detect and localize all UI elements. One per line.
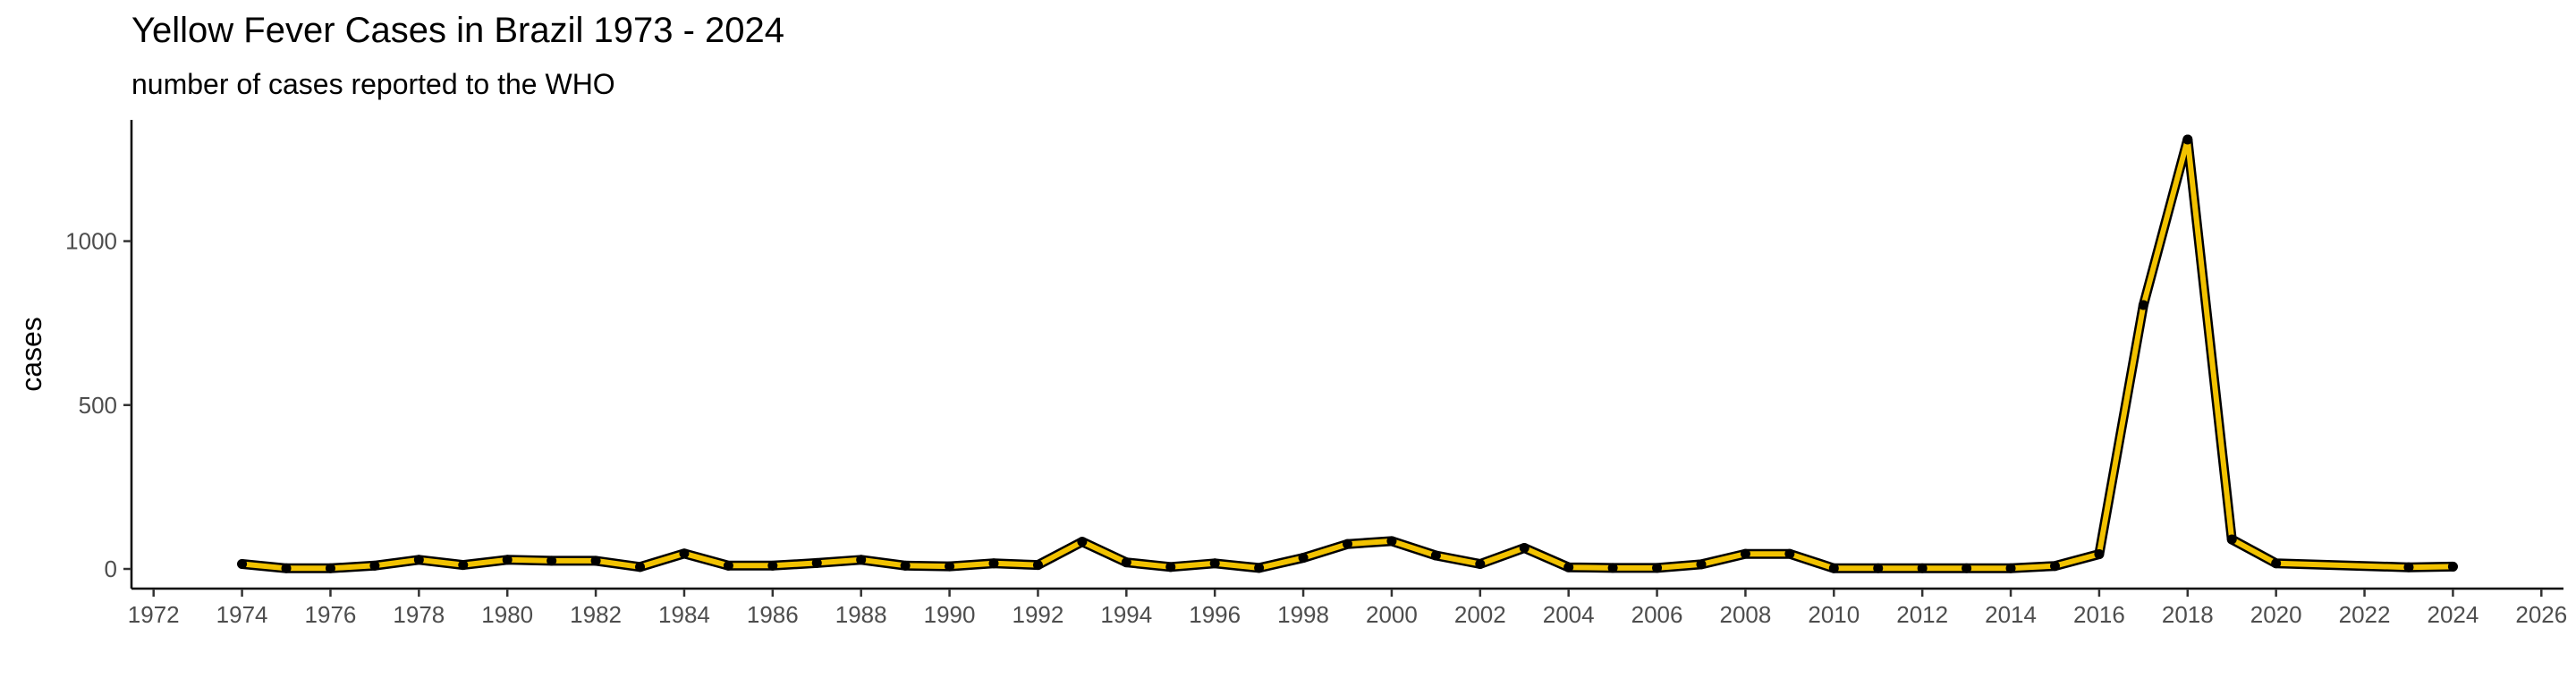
y-axis-title: cases	[15, 317, 47, 392]
x-tick-label: 1986	[747, 601, 799, 628]
y-ticks: 0 500 1000	[65, 228, 131, 582]
x-tick-label: 1976	[305, 601, 357, 628]
x-tick-label: 2020	[2250, 601, 2302, 628]
data-point	[1563, 562, 1574, 572]
data-point	[458, 560, 469, 571]
x-tick-label: 1996	[1189, 601, 1241, 628]
x-tick-label: 1982	[570, 601, 622, 628]
x-tick-label: 1988	[835, 601, 887, 628]
data-point	[1343, 539, 1352, 549]
data-point	[2226, 534, 2237, 545]
data-point	[1254, 563, 1265, 573]
y-tick-label: 1000	[65, 228, 117, 255]
data-point	[988, 558, 999, 569]
x-tick-label: 2026	[2515, 601, 2567, 628]
data-point	[2447, 561, 2458, 572]
data-point	[2138, 300, 2148, 310]
data-point	[325, 563, 335, 573]
x-tick-label: 2022	[2339, 601, 2391, 628]
x-tick-label: 2004	[1543, 601, 1595, 628]
x-tick-label: 2012	[1896, 601, 1948, 628]
data-point	[1696, 559, 1707, 570]
x-tick-label: 2006	[1631, 601, 1683, 628]
data-point	[1475, 559, 1486, 570]
data-point	[237, 559, 248, 570]
data-point	[281, 563, 292, 573]
x-tick-label: 1984	[658, 601, 710, 628]
data-point	[2049, 561, 2060, 572]
data-point	[767, 560, 778, 571]
y-tick-label: 0	[105, 556, 117, 582]
data-point	[2182, 134, 2193, 145]
axes	[130, 120, 2563, 590]
data-point	[369, 560, 380, 571]
y-tick-label: 500	[79, 392, 117, 419]
chart-subtitle: number of cases reported to the WHO	[131, 68, 615, 100]
data-point	[856, 555, 867, 565]
data-point	[1917, 563, 1928, 573]
data-point	[590, 556, 601, 566]
x-tick-label: 2014	[1985, 601, 2037, 628]
data-point	[1962, 563, 1972, 573]
data-point	[1298, 553, 1309, 564]
x-tick-label: 2010	[1808, 601, 1860, 628]
data-point	[811, 557, 822, 568]
chart-title: Yellow Fever Cases in Brazil 1973 - 2024	[131, 11, 785, 50]
data-point	[2271, 558, 2282, 569]
series-line-outline	[237, 134, 2458, 573]
x-tick-label: 1990	[924, 601, 976, 628]
data-point	[900, 560, 911, 571]
data-point	[1386, 536, 1397, 547]
series-cases	[237, 134, 2458, 573]
data-point	[1828, 563, 1839, 573]
data-point	[635, 562, 646, 572]
data-point	[2094, 549, 2105, 560]
x-tick-label: 1974	[216, 601, 268, 628]
x-tick-label: 2002	[1454, 601, 1506, 628]
data-point	[945, 561, 955, 572]
data-point	[1032, 560, 1043, 571]
data-point	[1209, 558, 1220, 569]
series-line	[239, 137, 2456, 572]
x-tick-label: 2000	[1366, 601, 1418, 628]
data-point	[1165, 562, 1176, 572]
x-tick-label: 1972	[128, 601, 180, 628]
data-point	[1430, 550, 1441, 561]
data-point	[723, 560, 733, 571]
x-ticks: 1972 1974 1976 1978 1980 1982 1984 1986 1988 1990…	[128, 589, 2567, 628]
data-point	[1077, 537, 1088, 547]
data-point	[1652, 563, 1663, 573]
data-point	[1784, 548, 1795, 559]
x-tick-label: 1994	[1100, 601, 1152, 628]
x-tick-label: 1980	[481, 601, 533, 628]
x-tick-label: 1992	[1013, 601, 1064, 628]
x-tick-label: 2018	[2162, 601, 2214, 628]
x-tick-label: 2016	[2073, 601, 2125, 628]
x-tick-label: 1978	[393, 601, 445, 628]
data-point	[547, 556, 557, 566]
data-point	[679, 548, 690, 559]
data-point	[1519, 543, 1530, 554]
data-point	[1873, 563, 1884, 573]
x-tick-label: 1998	[1277, 601, 1329, 628]
x-tick-label: 2024	[2427, 601, 2479, 628]
data-point	[2403, 562, 2414, 572]
data-point	[2005, 563, 2016, 573]
x-tick-label: 2008	[1720, 601, 1772, 628]
data-point	[1121, 557, 1131, 568]
data-point	[1607, 563, 1618, 573]
data-point	[502, 555, 513, 565]
data-point	[413, 555, 424, 565]
data-point	[1740, 548, 1750, 559]
